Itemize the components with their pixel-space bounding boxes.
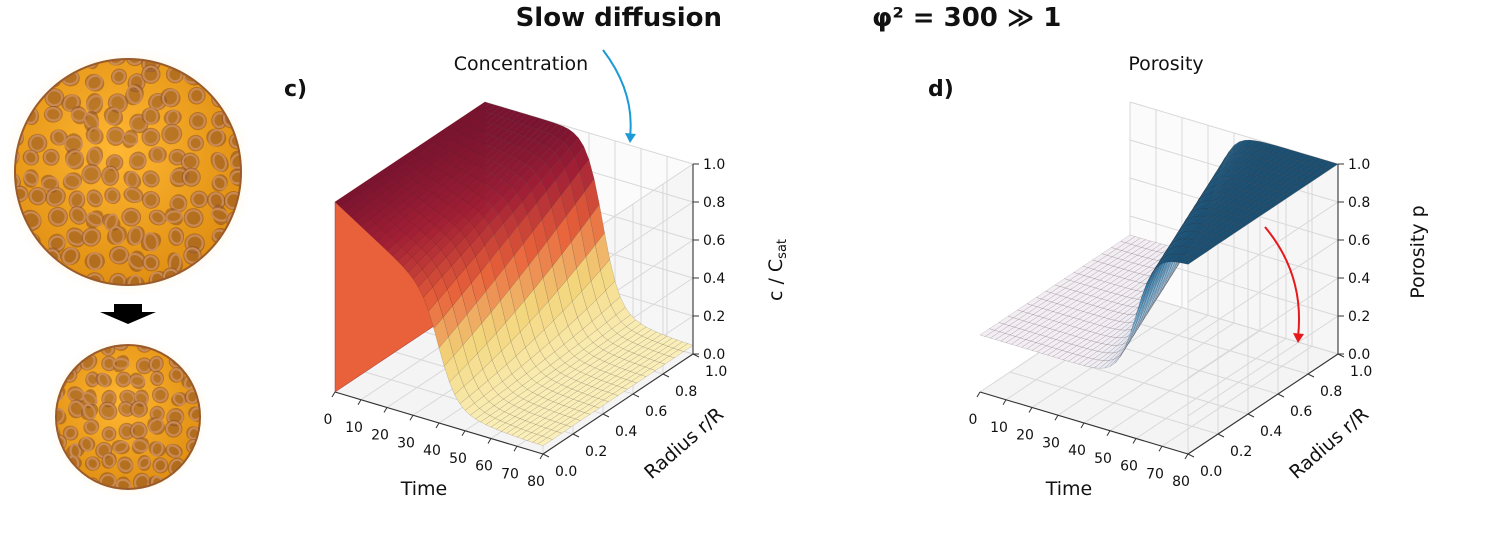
- porosity-xtick: 70: [1146, 466, 1164, 482]
- concentration-surface-cell: [593, 399, 610, 409]
- porosity-xtick: 80: [1172, 474, 1190, 490]
- concentration-xlabel: Time: [400, 478, 448, 500]
- concentration-surface-cell: [659, 355, 675, 365]
- concentration-surface-cell: [630, 374, 647, 384]
- concentration-xtick: 60: [475, 459, 493, 475]
- concentration-surface-cell: [555, 424, 572, 434]
- porosity-ytick: 0.0: [1200, 464, 1222, 480]
- concentration-ytick: 0.0: [555, 464, 577, 480]
- figure-title-formula: φ² = 300 ≫ 1: [872, 3, 1061, 33]
- concentration-ztick: 0.4: [703, 271, 725, 287]
- porosity-ztick: 0.4: [1348, 271, 1370, 287]
- porosity-surface-cell: [1285, 187, 1302, 196]
- porosity-surface-cell: [1247, 212, 1264, 221]
- panel-label-d: d): [928, 77, 954, 102]
- concentration-xtick: 70: [501, 466, 519, 482]
- concentration-ytick: 0.4: [615, 424, 637, 440]
- porosity-surface-cell: [1294, 180, 1311, 190]
- concentration-ztick: 1.0: [703, 157, 725, 173]
- svg-text:c / Csat: c / Csat: [765, 239, 790, 301]
- porosity-xtick: 50: [1094, 451, 1112, 467]
- porosity-trend-arrow: [1264, 226, 1301, 338]
- porosity-ytick: 0.8: [1320, 384, 1342, 400]
- concentration-surface-cell: [640, 368, 657, 377]
- porosity-ytick: 1.0: [1350, 364, 1372, 380]
- porosity-ytick: 0.4: [1260, 424, 1282, 440]
- porosity-ytick: 0.6: [1290, 404, 1312, 420]
- concentration-plot: c) Concentration 0 10 20 30 40 50 60 70 80 0.0 0.2…: [284, 49, 790, 500]
- concentration-ytick: 0.6: [645, 404, 667, 420]
- concentration-xtick: 10: [345, 420, 363, 436]
- porosity-plot: d) Porosity 0 10 20 30 40 50 60 70 80 0.0 0.2 0.4 0.…: [928, 53, 1429, 500]
- porosity-title: Porosity: [1128, 53, 1203, 75]
- concentration-xtick: 30: [397, 435, 415, 451]
- porous-sphere-small: [46, 335, 210, 499]
- porosity-ztick: 0.0: [1348, 347, 1370, 363]
- concentration-xtick: 0: [324, 412, 333, 428]
- shrink-arrow-icon: [100, 304, 156, 324]
- concentration-ztick: 0.6: [703, 233, 725, 249]
- porosity-surface-cell: [1219, 231, 1236, 240]
- porous-sphere-large: [1, 45, 255, 299]
- porosity-xtick: 10: [990, 420, 1008, 436]
- concentration-ytick: 0.8: [675, 384, 697, 400]
- concentration-xtick: 20: [371, 428, 389, 444]
- porosity-xtick: 60: [1120, 459, 1138, 475]
- porosity-surface-cell: [1182, 256, 1199, 265]
- concentration-xtick: 80: [527, 474, 545, 490]
- porosity-surface-cell: [1210, 237, 1227, 246]
- figure-title: Slow diffusion: [516, 3, 722, 33]
- concentration-title: Concentration: [454, 53, 588, 75]
- porosity-ztick: 0.6: [1348, 233, 1370, 249]
- concentration-surface-cell: [546, 431, 563, 440]
- concentration-ztick: 0.8: [703, 195, 725, 211]
- concentration-xtick: 40: [423, 443, 441, 459]
- porosity-xtick: 30: [1042, 435, 1060, 451]
- porosity-xtick: 20: [1016, 428, 1034, 444]
- concentration-zlabel: c / Csat: [765, 239, 790, 301]
- concentration-ytick: 1.0: [705, 364, 727, 380]
- porosity-xtick: 0: [969, 412, 978, 428]
- concentration-surface-cell: [649, 362, 666, 371]
- concentration-ztick: 0.2: [703, 309, 725, 325]
- porosity-ztick: 0.2: [1348, 309, 1370, 325]
- concentration-xtick: 50: [449, 451, 467, 467]
- porosity-xtick: 40: [1068, 443, 1086, 459]
- porosity-ztick: 1.0: [1348, 157, 1370, 173]
- concentration-ztick: 0.0: [703, 347, 725, 363]
- porosity-surface-cell: [1257, 205, 1273, 215]
- arrowhead-icon: [625, 133, 636, 143]
- concentration-surface-cell: [537, 437, 553, 446]
- porosity-xlabel: Time: [1045, 478, 1093, 500]
- porosity-zlabel: Porosity p: [1407, 205, 1429, 298]
- porosity-ytick: 0.2: [1230, 444, 1252, 460]
- arrowhead-icon: [1293, 333, 1304, 343]
- concentration-surface-cell: [612, 387, 628, 396]
- panel-label-c: c): [284, 77, 307, 102]
- porosity-ztick: 0.8: [1348, 195, 1370, 211]
- concentration-ytick: 0.2: [585, 444, 607, 460]
- concentration-trend-arrow: [602, 49, 632, 138]
